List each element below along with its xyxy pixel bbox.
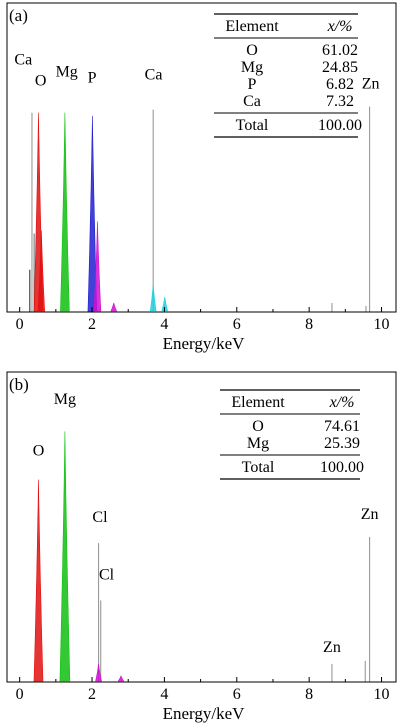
peak-label-zn: Zn bbox=[362, 76, 380, 93]
plot-frame bbox=[6, 371, 397, 683]
table-cell-value: 24.85 bbox=[322, 59, 358, 76]
peak-label-p: P bbox=[88, 69, 97, 86]
panel-label: (a) bbox=[9, 6, 28, 25]
peak-label-mg: Mg bbox=[54, 391, 76, 408]
x-axis-label: Energy/keV bbox=[163, 704, 246, 723]
table-header-element: Element bbox=[225, 18, 279, 35]
table-total-label: Total bbox=[236, 117, 269, 134]
x-tick-label: 6 bbox=[233, 316, 241, 333]
x-tick-label: 4 bbox=[160, 686, 168, 703]
peak-label-zn: Zn bbox=[361, 506, 379, 523]
table-cell-element: O bbox=[252, 418, 264, 435]
peak-label-o: O bbox=[35, 73, 47, 90]
x-tick-label: 0 bbox=[16, 316, 24, 333]
x-tick-label: 2 bbox=[88, 316, 96, 333]
table-cell-value: 61.02 bbox=[322, 42, 358, 59]
table-cell-element: O bbox=[246, 42, 258, 59]
x-tick-label: 4 bbox=[160, 316, 168, 333]
peak-o-4 bbox=[37, 230, 46, 312]
peak-label-cl: Cl bbox=[99, 566, 115, 583]
composition-table: Element x/% O 74.61 Mg 25.39 Total 100.00 bbox=[220, 389, 364, 480]
table-cell-value: 7.32 bbox=[326, 93, 354, 110]
peak-label-cl: Cl bbox=[92, 509, 108, 526]
x-axis-label: Energy/keV bbox=[163, 334, 246, 353]
composition-table: Element x/% O 61.02 Mg 24.85 P 6.82 Ca 7.32 Total 1… bbox=[214, 13, 362, 138]
peak-cl-4 bbox=[95, 663, 102, 682]
table-cell-element: Mg bbox=[241, 59, 263, 76]
peak-label-ca: Ca bbox=[145, 66, 163, 83]
peak-cl-8 bbox=[110, 302, 118, 312]
x-tick-label: 10 bbox=[374, 316, 390, 333]
peak-label-o: O bbox=[33, 443, 45, 460]
x-tick-label: 2 bbox=[88, 686, 96, 703]
peak-mg-5 bbox=[60, 112, 70, 312]
x-tick-label: 6 bbox=[233, 686, 241, 703]
table-cell-element: Ca bbox=[243, 93, 261, 110]
peak-p-6 bbox=[87, 115, 98, 312]
table-cell-value: 25.39 bbox=[324, 435, 360, 452]
x-tick-label: 0 bbox=[16, 686, 24, 703]
table-cell-value: 6.82 bbox=[326, 76, 354, 93]
table-cell-element: Mg bbox=[247, 435, 269, 452]
table-total-value: 100.00 bbox=[318, 117, 362, 134]
peak-ca-11 bbox=[161, 296, 169, 312]
table-total-value: 100.00 bbox=[320, 459, 364, 476]
table-cell-value: 74.61 bbox=[324, 418, 360, 435]
peak-mg-1 bbox=[59, 431, 71, 682]
table-total-label: Total bbox=[242, 459, 275, 476]
table-header-value: x/% bbox=[327, 18, 353, 35]
plot-frame bbox=[6, 2, 397, 313]
peak-p-7 bbox=[93, 221, 102, 312]
peak-cl-5 bbox=[117, 675, 125, 682]
peak-o-0 bbox=[33, 479, 44, 682]
peak-label-ca: Ca bbox=[14, 51, 32, 68]
peak-label-zn: Zn bbox=[323, 639, 341, 656]
panel-label: (b) bbox=[9, 375, 29, 394]
table-cell-element: P bbox=[248, 76, 257, 93]
peak-ca-10 bbox=[149, 284, 157, 312]
x-tick-label: 10 bbox=[374, 686, 390, 703]
x-tick-label: 8 bbox=[305, 316, 313, 333]
table-header-element: Element bbox=[231, 394, 285, 411]
x-tick-label: 8 bbox=[305, 686, 313, 703]
table-header-value: x/% bbox=[329, 394, 355, 411]
peak-label-mg: Mg bbox=[56, 63, 78, 80]
